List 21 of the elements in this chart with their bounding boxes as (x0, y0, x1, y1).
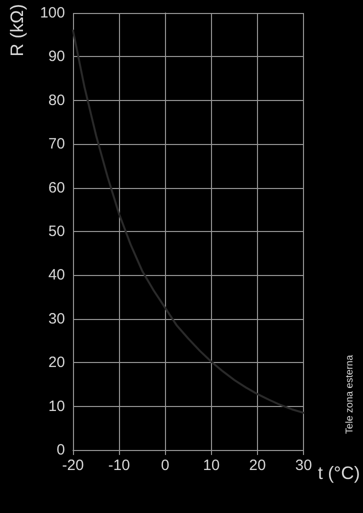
x-tick-label: 20 (249, 457, 266, 474)
y-tick-label: 30 (48, 310, 65, 328)
x-tick-label: 10 (203, 457, 220, 474)
x-tick-label: 30 (295, 457, 312, 474)
y-tick-label: 50 (48, 223, 65, 240)
x-axis-title: t (°C) (318, 463, 360, 483)
y-tick-label: 80 (48, 92, 65, 109)
y-tick-label: 20 (48, 354, 65, 372)
line-series (72, 29, 305, 414)
x-tick-label: -10 (108, 457, 130, 474)
x-tick-label: -20 (62, 457, 84, 474)
x-tick-label: 0 (161, 457, 170, 474)
y-tick-label: 90 (48, 48, 65, 66)
y-tick-label: 60 (48, 179, 65, 196)
y-axis-title: R (kΩ) (7, 4, 27, 56)
y-tick-label: 0 (56, 442, 65, 458)
y-tick-label: 100 (40, 4, 65, 22)
y-tick-label: 40 (48, 266, 65, 284)
text: Tele zona esterna (344, 354, 356, 434)
y-tick-label: 10 (48, 398, 65, 415)
y-tick-label: 70 (48, 136, 65, 153)
